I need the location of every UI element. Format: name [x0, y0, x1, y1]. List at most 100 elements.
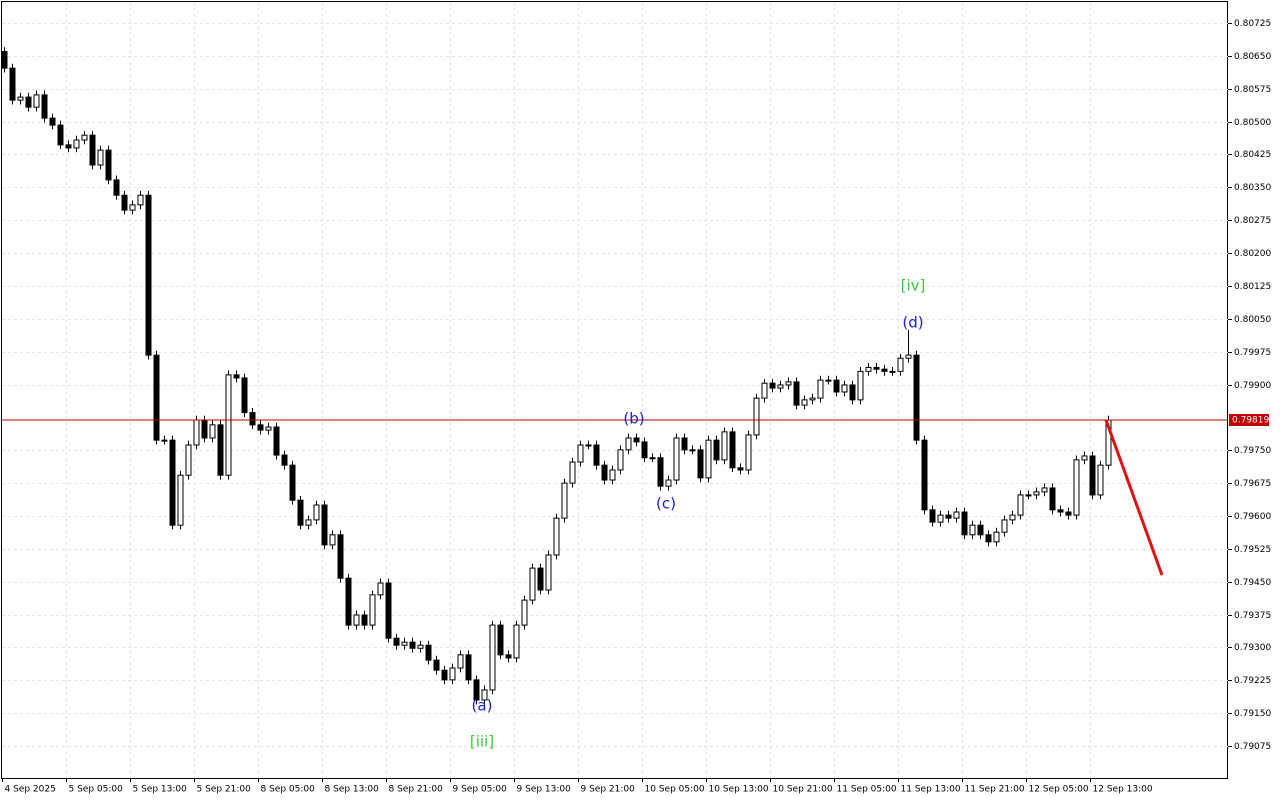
- y-tick-label: 0.80125: [1234, 282, 1271, 292]
- candle-body-bull: [801, 399, 808, 406]
- candle-body-bear: [89, 134, 96, 166]
- candle-body-bull: [1081, 455, 1088, 461]
- candle-body-bear: [433, 659, 440, 671]
- candle-body-bull: [17, 96, 24, 101]
- candles: [1, 47, 1228, 705]
- y-tick-label: 0.79525: [1234, 545, 1271, 555]
- y-tick-label: 0.79300: [1234, 643, 1271, 653]
- plot-frame: [1, 1, 1228, 779]
- candle-body-bull: [609, 469, 616, 481]
- candle-body-bull: [585, 444, 592, 447]
- candle-body-bull: [329, 534, 336, 546]
- candle-body-bear: [729, 431, 736, 469]
- candle-body-bull: [817, 379, 824, 399]
- candle-body-bear: [537, 567, 544, 591]
- candle-body-bear: [1049, 487, 1056, 511]
- y-tick-label: 0.79600: [1234, 512, 1271, 522]
- x-tick-label: 10 Sep 21:00: [773, 785, 833, 795]
- candle-body-bull: [489, 624, 496, 691]
- y-tick-label: 0.79375: [1234, 611, 1271, 621]
- candle-body-bear: [985, 534, 992, 543]
- candle-body-bear: [945, 514, 952, 519]
- y-tick-label: 0.79450: [1234, 578, 1271, 588]
- candle-body-bear: [9, 67, 16, 101]
- candle-body-bear: [737, 467, 744, 471]
- candle-body-bear: [281, 454, 288, 466]
- candle-body-bull: [993, 531, 1000, 543]
- candle-body-bull: [457, 654, 464, 669]
- candle-body-bear: [57, 124, 64, 146]
- candle-body-bear: [601, 464, 608, 481]
- candle-body-bull: [625, 437, 632, 451]
- x-tick-label: 11 Sep 05:00: [837, 785, 897, 795]
- x-tick-label: 8 Sep 13:00: [325, 785, 380, 795]
- wave-label: (c): [656, 495, 676, 513]
- y-tick-label: 0.80050: [1234, 315, 1271, 325]
- wave-label: [iii]: [470, 733, 494, 751]
- candle-body-bear: [65, 144, 72, 149]
- candle-body-bull: [369, 594, 376, 626]
- grid: [2, 2, 1228, 778]
- candle-body-bull: [561, 482, 568, 519]
- candle-body-bear: [105, 149, 112, 181]
- y-tick-label: 0.79075: [1234, 742, 1271, 752]
- candle-body-bull: [185, 444, 192, 476]
- candle-body-bear: [713, 439, 720, 461]
- candle-body-bull: [417, 644, 424, 649]
- candle-body-bull: [1017, 494, 1024, 516]
- candle-body-bear: [833, 379, 840, 393]
- candle-body-bull: [129, 204, 136, 211]
- candle-body-bear: [1057, 509, 1064, 513]
- candle-body-bull: [649, 457, 656, 460]
- candle-body-bull: [841, 384, 848, 393]
- candle-body-bull: [481, 689, 488, 701]
- candle-body-bear: [641, 441, 648, 459]
- y-tick-label: 0.79975: [1234, 348, 1271, 358]
- candle-body-bull: [1001, 519, 1008, 533]
- candle-body-bull: [161, 439, 168, 442]
- y-tick-label: 0.80650: [1234, 52, 1271, 62]
- candle-body-bear: [217, 424, 224, 476]
- candle-body-bear: [769, 382, 776, 389]
- candle-body-bull: [745, 434, 752, 471]
- candle-body-bull: [721, 431, 728, 461]
- price-label: 0.79819: [1232, 416, 1269, 426]
- x-tick-label: 5 Sep 21:00: [197, 785, 252, 795]
- candle-body-bear: [681, 437, 688, 451]
- candle-body-bear: [145, 194, 152, 356]
- candle-body-bear: [297, 499, 304, 526]
- candle-body-bear: [697, 449, 704, 479]
- candle-body-bull: [905, 354, 912, 359]
- axis-labels: 0.80725 0.80650 0.80575 0.80500 0.80425 0.803…: [2, 19, 1271, 795]
- x-tick-label: 12 Sep 13:00: [1093, 785, 1153, 795]
- x-tick-label: 11 Sep 13:00: [901, 785, 961, 795]
- candle-body-bull: [705, 439, 712, 479]
- candle-body-bull: [137, 194, 144, 206]
- candle-body-bull: [937, 514, 944, 523]
- wave-label: (b): [623, 410, 644, 428]
- candle-body-bull: [401, 641, 408, 646]
- candle-body-bear: [1089, 455, 1096, 496]
- candle-body-bear: [793, 381, 800, 406]
- price-label-box: [1229, 414, 1269, 427]
- x-tick-label: 5 Sep 05:00: [69, 785, 124, 795]
- candle-body-bull: [857, 370, 864, 401]
- x-tick-label: 5 Sep 13:00: [133, 785, 188, 795]
- candle-body-bull: [553, 517, 560, 556]
- candle-body-bull: [777, 384, 784, 389]
- y-tick-label: 0.79900: [1234, 381, 1271, 391]
- candle-body-bull: [673, 437, 680, 481]
- y-tick-label: 0.80575: [1234, 85, 1271, 95]
- x-tick-label: 8 Sep 05:00: [261, 785, 316, 795]
- y-tick-label: 0.79150: [1234, 709, 1271, 719]
- candle-body-bull: [785, 381, 792, 386]
- candle-body-bull: [761, 382, 768, 399]
- candle-body-bear: [473, 679, 480, 701]
- candle-body-bear: [961, 511, 968, 536]
- candle-body-bear: [921, 439, 928, 511]
- candle-body-bear: [465, 654, 472, 681]
- candle-body-bull: [809, 397, 816, 401]
- candle-body-bull: [1097, 464, 1104, 496]
- candle-body-bear: [249, 412, 256, 426]
- candle-body-bear: [153, 354, 160, 441]
